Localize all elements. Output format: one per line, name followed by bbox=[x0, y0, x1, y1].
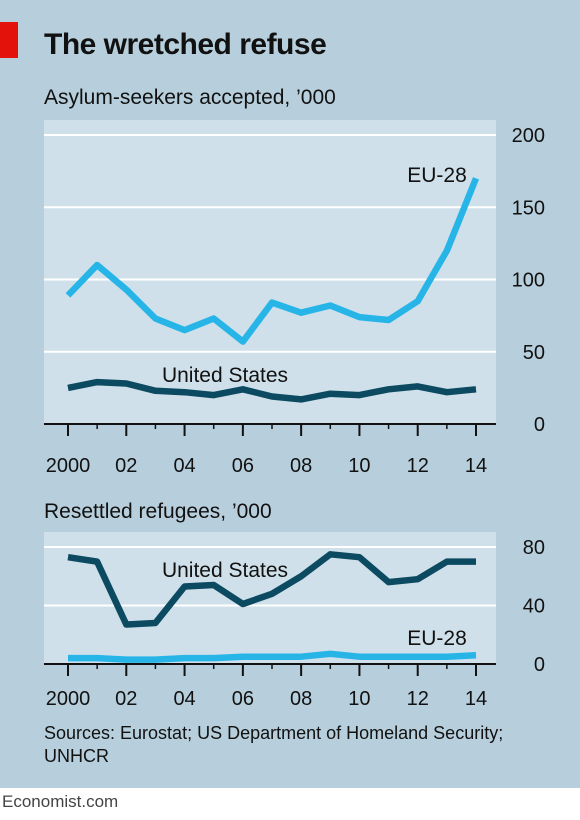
panel-1: 0 50 100 150 200 2000 02 04 06 08 10 12 14 EU-28 Unite… bbox=[44, 120, 545, 477]
x-tick-label: 02 bbox=[115, 455, 137, 477]
panel2-title: Resettled refugees, ’000 bbox=[44, 500, 272, 523]
x-tick-label: 14 bbox=[465, 455, 487, 477]
chart-title: The wretched refuse bbox=[44, 28, 327, 61]
y-tick-label: 100 bbox=[512, 270, 545, 292]
y-tick-label: 50 bbox=[523, 342, 545, 364]
y-tick-label: 150 bbox=[512, 197, 545, 219]
panel-2: 0 40 80 2000 02 04 06 08 10 12 14 United States EU-2… bbox=[44, 532, 545, 710]
series-label-eu-28: EU-28 bbox=[407, 164, 467, 187]
x-tick-label: 12 bbox=[407, 455, 429, 477]
x-tick-label: 14 bbox=[465, 688, 487, 710]
x-tick-label: 10 bbox=[348, 688, 370, 710]
x-tick-label: 2000 bbox=[46, 455, 91, 477]
x-tick-label: 08 bbox=[290, 688, 312, 710]
plot-area bbox=[44, 532, 496, 664]
sources-note: Sources: Eurostat; US Department of Home… bbox=[44, 723, 504, 766]
x-tick-label: 06 bbox=[232, 688, 254, 710]
panel1-title: Asylum-seekers accepted, ’000 bbox=[44, 86, 336, 109]
x-tick-label: 04 bbox=[173, 455, 195, 477]
plot-area bbox=[44, 120, 496, 424]
y-tick-label: 200 bbox=[512, 125, 545, 147]
x-tick-label: 12 bbox=[407, 688, 429, 710]
x-tick-label: 08 bbox=[290, 455, 312, 477]
y-tick-label: 0 bbox=[534, 654, 545, 676]
brand-tag bbox=[0, 22, 18, 58]
x-tick-label: 06 bbox=[232, 455, 254, 477]
x-tick-label: 02 bbox=[115, 688, 137, 710]
series-line-eu-28 bbox=[68, 650, 477, 663]
credit-text: Economist.com bbox=[2, 792, 119, 811]
series-line-eu-28 bbox=[65, 177, 480, 345]
y-tick-label: 40 bbox=[523, 596, 545, 618]
series-line-united-states bbox=[67, 551, 476, 628]
x-tick-label: 2000 bbox=[46, 688, 91, 710]
y-tick-label: 0 bbox=[534, 414, 545, 436]
y-tick-label: 80 bbox=[523, 537, 545, 559]
x-tick-label: 10 bbox=[348, 455, 370, 477]
x-tick-label: 04 bbox=[173, 688, 195, 710]
series-label-eu-28: EU-28 bbox=[407, 627, 467, 650]
series-line-united-states bbox=[67, 378, 477, 403]
series-label-united-states: United States bbox=[162, 559, 288, 582]
series-label-united-states: United States bbox=[162, 364, 288, 387]
